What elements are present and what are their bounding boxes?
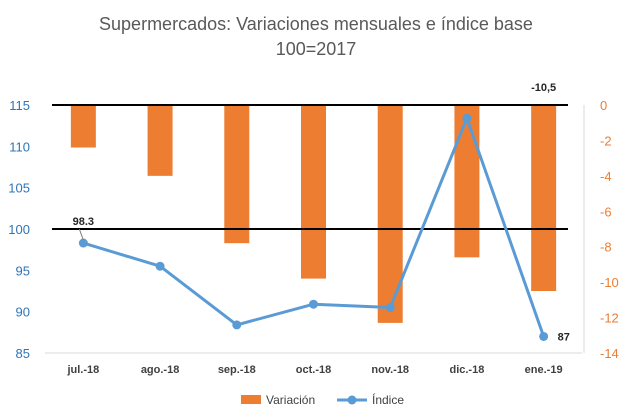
x-axis: jul.-18 ago.-18 sep.-18 oct.-18 nov.-18 dic.-… xyxy=(45,352,582,376)
x-axis-tick-label: nov.-18 xyxy=(371,364,409,376)
right-axis-tick-label: -2 xyxy=(600,133,612,148)
bar-variacion xyxy=(454,105,480,258)
left-axis-tick-label: 85 xyxy=(16,346,30,361)
chart-title-line2: 100=2017 xyxy=(276,39,357,59)
right-axis-tick-label: -10 xyxy=(600,275,619,290)
data-label-indice: 98.3 xyxy=(73,216,94,228)
bar-variacion xyxy=(301,105,326,279)
legend-label-variacion: Variación xyxy=(266,393,315,407)
line-point-indice xyxy=(232,320,242,330)
data-label-variacion: -10,5 xyxy=(531,82,556,94)
right-axis-tick-label: -8 xyxy=(600,240,612,255)
x-axis-tick-label: ago.-18 xyxy=(141,364,180,376)
x-axis-tick-label: jul.-18 xyxy=(66,364,99,376)
data-label-indice: 87 xyxy=(558,331,570,343)
bar-series xyxy=(70,105,557,323)
bar-variacion xyxy=(531,105,557,291)
chart-title-line1: Supermercados: Variaciones mensuales e í… xyxy=(99,14,533,34)
legend-label-indice: Índice xyxy=(372,392,404,407)
data-labels: 98.3 87 -10,5 xyxy=(73,82,570,343)
right-axis-tick-label: -4 xyxy=(600,169,612,184)
left-axis: 85 90 95 100 105 110 115 xyxy=(8,98,30,361)
legend-marker-indice xyxy=(347,395,357,405)
bar-variacion xyxy=(224,105,250,244)
bar-variacion xyxy=(147,105,173,176)
left-axis-tick-label: 115 xyxy=(9,98,30,113)
left-axis-tick-label: 105 xyxy=(8,181,30,196)
legend: Variación Índice xyxy=(241,392,404,407)
line-point-indice xyxy=(78,238,88,248)
line-point-indice xyxy=(462,113,472,123)
line-point-indice xyxy=(539,331,549,341)
reference-lines xyxy=(52,104,568,230)
right-axis: -14 -12 -10 -8 -6 -4 -2 0 xyxy=(583,98,619,361)
line-series xyxy=(78,113,549,341)
x-axis-tick-label: ene.-19 xyxy=(525,364,563,376)
legend-swatch-variacion xyxy=(241,395,261,404)
line-point-indice xyxy=(155,261,165,271)
left-axis-tick-label: 110 xyxy=(9,139,30,154)
left-axis-tick-label: 90 xyxy=(16,305,30,320)
line-point-indice xyxy=(385,303,395,313)
bar-variacion xyxy=(70,105,96,148)
right-axis-tick-label: -6 xyxy=(600,204,612,219)
data-label-leader xyxy=(78,228,84,241)
left-axis-tick-label: 95 xyxy=(16,263,30,278)
right-axis-tick-label: -12 xyxy=(600,311,619,326)
x-axis-tick-label: dic.-18 xyxy=(449,364,484,376)
right-axis-tick-label: 0 xyxy=(600,98,607,113)
line-point-indice xyxy=(309,299,318,309)
bar-variacion xyxy=(377,105,403,323)
left-axis-tick-label: 100 xyxy=(8,222,30,237)
right-axis-tick-label: -14 xyxy=(600,346,619,361)
x-axis-tick-label: oct.-18 xyxy=(296,364,331,376)
x-axis-tick-label: sep.-18 xyxy=(218,364,256,376)
